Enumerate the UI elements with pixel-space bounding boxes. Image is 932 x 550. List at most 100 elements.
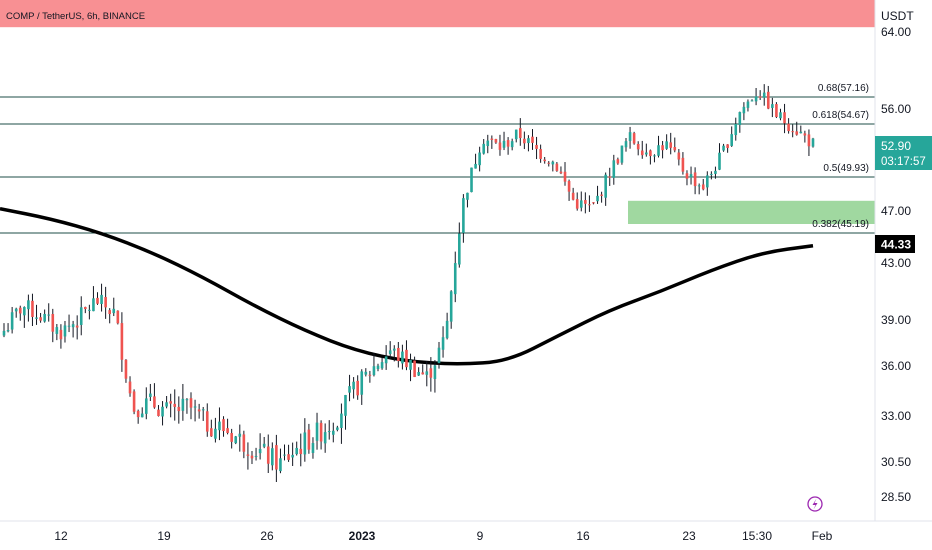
candle-body xyxy=(783,112,786,124)
candle-body xyxy=(738,112,742,125)
candle-body xyxy=(632,133,636,144)
candle-body xyxy=(449,291,453,322)
candle-body xyxy=(348,386,351,393)
candle-body xyxy=(811,138,815,147)
zones-layer xyxy=(0,0,875,224)
candle-body xyxy=(535,144,538,149)
candle-body xyxy=(181,398,185,411)
candle-body xyxy=(478,152,481,166)
candle-body xyxy=(657,145,660,156)
current-price-tag-bg xyxy=(875,136,932,170)
price-axis-label: 56.00 xyxy=(881,102,911,116)
candle-body xyxy=(372,366,376,376)
candle-body xyxy=(218,421,221,431)
candle-body xyxy=(474,163,477,169)
candle-body xyxy=(116,310,120,324)
candle-body xyxy=(600,194,603,196)
candle-body xyxy=(543,159,546,162)
candle-body xyxy=(722,145,725,151)
time-axis-label: 19 xyxy=(157,529,171,543)
candle-body xyxy=(421,372,425,375)
candle-body xyxy=(579,200,583,208)
candle-body xyxy=(388,350,392,354)
current-price-tag: 52.90 03:17:57 xyxy=(875,136,932,170)
candle-body xyxy=(697,185,701,187)
candle-body xyxy=(246,454,250,456)
candle-body xyxy=(433,365,437,380)
candle-body xyxy=(262,443,266,447)
lightning-icon[interactable] xyxy=(807,496,823,512)
ema-tag-bg xyxy=(875,235,915,253)
candle-body xyxy=(567,181,571,192)
candle-body xyxy=(10,312,14,330)
candle-body xyxy=(392,348,396,351)
countdown-value: 03:17:57 xyxy=(881,156,926,168)
fib-levels-layer: 0.68(57.16) 0.618(54.67) 0.5(49.93) 0.382(4… xyxy=(0,83,875,234)
candle-body xyxy=(701,184,705,190)
candle-body xyxy=(226,428,229,433)
resistance-zone xyxy=(0,0,875,28)
candle-body xyxy=(588,204,591,206)
candle-body xyxy=(665,141,668,149)
time-axis-label: Feb xyxy=(812,529,833,543)
candle-body xyxy=(275,445,278,470)
candle-body xyxy=(169,401,172,404)
candle-body xyxy=(425,371,429,375)
candle-body xyxy=(307,429,311,450)
price-axis-label: 64.00 xyxy=(881,25,911,39)
candle-body xyxy=(458,233,461,265)
time-axis-label: 9 xyxy=(477,529,484,543)
candle-body xyxy=(803,133,807,136)
candle-body xyxy=(120,323,124,360)
candle-body xyxy=(470,167,473,193)
candle-body xyxy=(75,325,79,328)
candle-body xyxy=(230,433,233,442)
candle-body xyxy=(201,409,205,411)
candle-body xyxy=(775,104,778,118)
candle-body xyxy=(779,112,782,119)
candle-body xyxy=(96,297,99,304)
price-axis-unit: USDT xyxy=(881,9,914,23)
time-axis-label: 16 xyxy=(576,529,590,543)
candle-body xyxy=(84,307,87,309)
candle-body xyxy=(197,409,201,412)
fib-label: 0.5(49.93) xyxy=(823,163,869,174)
candle-body xyxy=(88,309,91,311)
candle-body xyxy=(291,454,294,458)
time-axis-label: 26 xyxy=(260,529,274,543)
candle-body xyxy=(551,161,555,165)
candle-body xyxy=(612,160,616,178)
candle-body xyxy=(149,393,152,397)
candle-body xyxy=(6,330,10,332)
candle-body xyxy=(368,374,372,376)
candle-body xyxy=(140,413,144,418)
candle-body xyxy=(405,349,408,368)
candle-body xyxy=(766,91,770,109)
candle-body xyxy=(681,157,685,172)
candle-body xyxy=(157,409,160,417)
candle-body xyxy=(693,172,697,187)
candle-body xyxy=(364,371,368,375)
candle-body xyxy=(531,136,534,143)
candle-body xyxy=(441,337,445,350)
candle-body xyxy=(303,432,307,455)
candle-body xyxy=(616,159,620,164)
candle-body xyxy=(336,427,339,430)
candle-body xyxy=(360,371,364,395)
support-zone xyxy=(628,200,875,224)
candle-body xyxy=(417,372,420,376)
candle-body xyxy=(555,163,559,171)
candle-body xyxy=(108,310,111,315)
time-axis-bg[interactable] xyxy=(0,521,932,550)
candle-body xyxy=(319,422,323,442)
candle-body xyxy=(518,128,522,139)
candle-body xyxy=(592,202,595,204)
candle-body xyxy=(35,317,38,319)
candle-body xyxy=(23,307,26,316)
candle-body xyxy=(258,448,262,454)
candle-body xyxy=(254,455,258,457)
candle-body xyxy=(649,150,652,157)
candle-body xyxy=(177,406,181,412)
candle-body xyxy=(124,359,128,379)
